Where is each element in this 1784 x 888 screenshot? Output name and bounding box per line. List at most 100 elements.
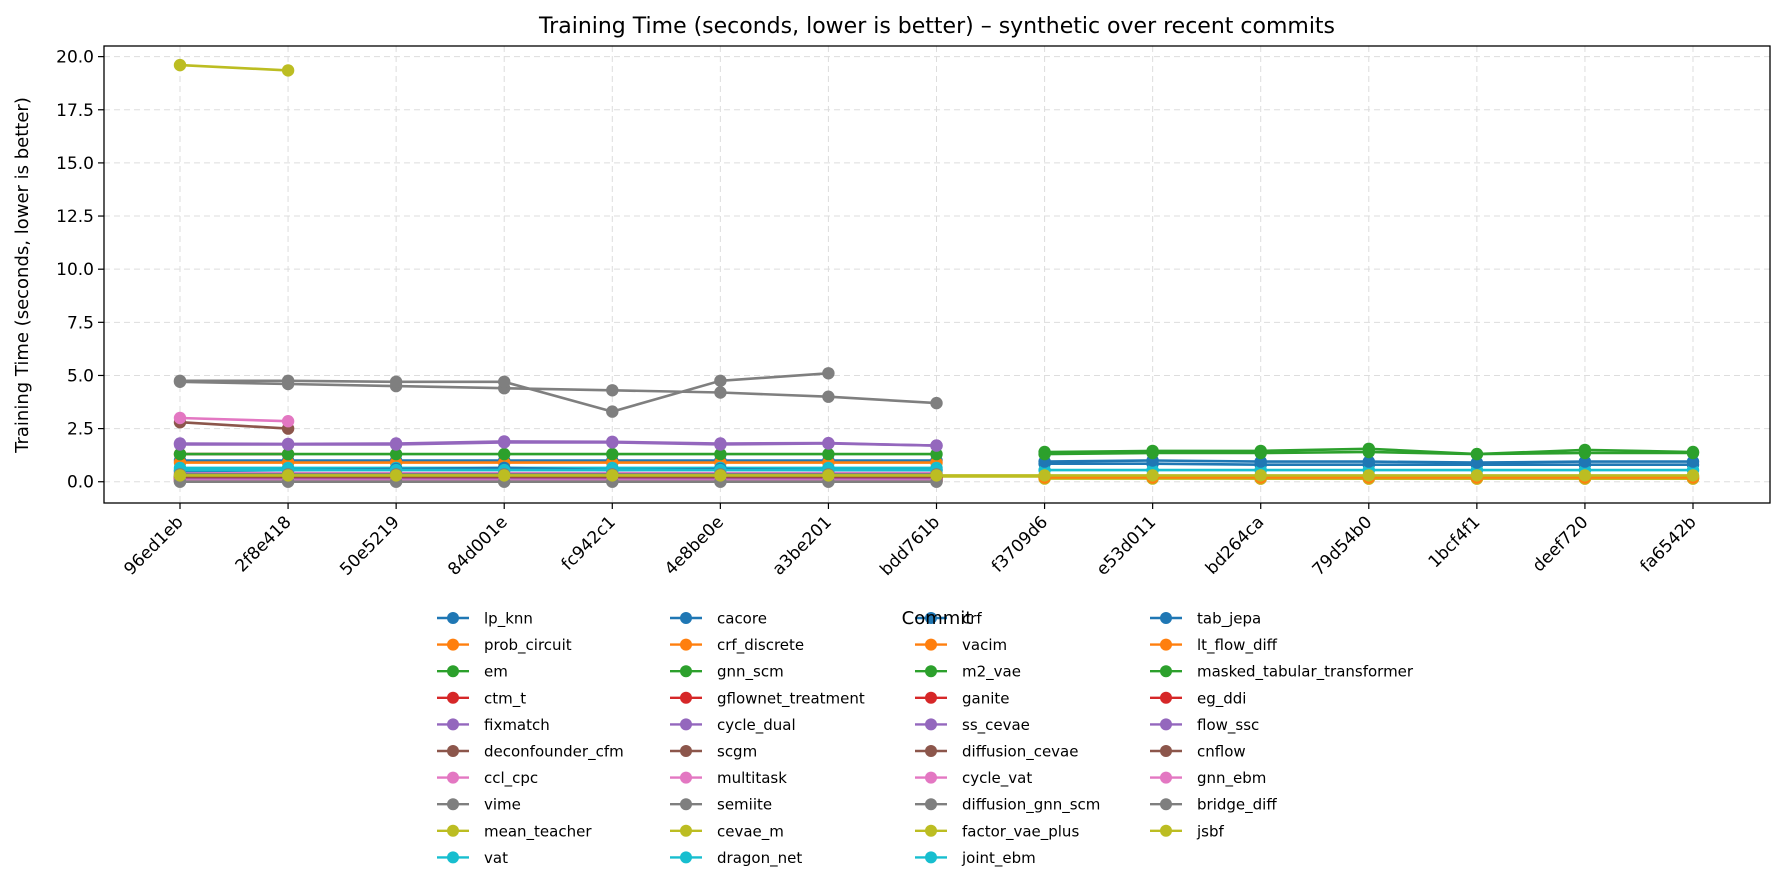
chart-title: Training Time (seconds, lower is better)… (538, 14, 1335, 39)
series-mean-teacher (173, 58, 295, 77)
data-point-semiite (498, 375, 511, 388)
data-point-jsbf (1362, 469, 1376, 482)
data-point-jsbf (822, 469, 835, 482)
legend-swatch-marker (447, 718, 459, 731)
legend-label: crf_discrete (717, 636, 804, 655)
data-point-jsbf (606, 469, 619, 482)
data-point-gnn-scm (389, 447, 403, 461)
legend-swatch-marker (680, 851, 692, 864)
data-point-jsbf (1578, 469, 1592, 482)
legend-swatch-marker (925, 771, 937, 784)
data-point-semiite (389, 375, 403, 388)
legend-label: multitask (717, 769, 787, 787)
legend-swatch-marker (1160, 824, 1172, 837)
legend-swatch-marker (1160, 638, 1172, 651)
legend-entry-cycle-vat: cycle_vat (915, 769, 1032, 788)
legend-label: masked_tabular_transformer (1197, 663, 1414, 682)
legend-swatch-marker (447, 798, 459, 811)
legend-swatch-marker (680, 824, 692, 837)
legend-entry-deconfounder-cfm: deconfounder_cfm (437, 743, 624, 762)
legend-label: ctm_t (484, 689, 526, 708)
data-point-gnn-scm (173, 447, 187, 461)
y-tick-label: 5.0 (67, 366, 94, 386)
legend-swatch-marker (1160, 798, 1172, 811)
data-point-tab-jepa (1686, 455, 1700, 468)
legend-label: eg_ddi (1197, 689, 1246, 708)
legend-entry-m2-vae: m2_vae (915, 663, 1021, 682)
legend-entry-cycle-dual: cycle_dual (670, 716, 796, 735)
series-line-deconfounder-cfm (179, 420, 289, 430)
data-point-gnn-scm (281, 447, 295, 461)
legend-entry-factor-vae-plus: factor_vae_plus (915, 822, 1079, 841)
legend-entry-cacore: cacore (670, 610, 767, 628)
y-axis-label: Training Time (seconds, lower is better) (12, 97, 33, 454)
legend-swatch-marker (925, 798, 937, 811)
legend-label: cevae_m (717, 822, 784, 841)
legend-label: deconfounder_cfm (484, 743, 624, 762)
legend-label: em (484, 663, 508, 681)
data-point-masked-tabular-transformer (1038, 447, 1051, 461)
series-line-cycle-dual (180, 441, 937, 447)
series-multitask (173, 411, 295, 428)
legend-label: gflownet_treatment (717, 689, 865, 708)
data-point-masked-tabular-transformer (1146, 446, 1159, 460)
series-layer (173, 58, 1700, 488)
legend-swatch-marker (925, 824, 937, 837)
data-point-jsbf (1038, 469, 1051, 482)
legend-entry-ccl-cpc: ccl_cpc (437, 769, 538, 788)
data-point-multitask (281, 415, 295, 428)
legend-label: lt_flow_diff (1197, 636, 1278, 655)
legend-entry-tab-jepa: tab_jepa (1150, 610, 1261, 629)
legend-entry-em: em (437, 663, 508, 681)
series-semiite (173, 367, 835, 418)
legend-label: jsbf (1196, 822, 1225, 840)
legend-swatch-marker (447, 612, 459, 624)
x-axis-label: Commit (902, 608, 973, 629)
legend-swatch-marker (680, 718, 692, 731)
data-point-vime (714, 386, 727, 399)
legend-label: fixmatch (484, 716, 550, 734)
y-tick-label: 12.5 (56, 207, 94, 227)
legend-label: factor_vae_plus (962, 822, 1079, 841)
legend-label: vacim (962, 636, 1007, 654)
series-line-mean-teacher (179, 63, 289, 72)
data-point-gnn-scm (822, 447, 835, 461)
legend-label: cacore (717, 610, 767, 628)
data-point-jsbf (714, 469, 727, 482)
legend-swatch-marker (447, 745, 459, 757)
legend-swatch-marker (925, 851, 937, 864)
series-line-multitask (179, 416, 289, 423)
legend-label: mean_teacher (484, 822, 592, 841)
legend-entry-dragon-net: dragon_net (670, 849, 802, 868)
y-tick-label: 10.0 (56, 260, 94, 280)
legend-entry-diffusion-cevae: diffusion_cevae (915, 743, 1078, 762)
data-point-jsbf (498, 469, 511, 482)
legend-label: cnflow (1197, 743, 1246, 761)
legend-label: lp_knn (484, 610, 533, 629)
legend-label: joint_ebm (961, 849, 1036, 868)
legend-swatch-marker (447, 638, 459, 651)
data-point-jsbf (1686, 469, 1700, 482)
data-point-masked-tabular-transformer (1254, 446, 1267, 460)
data-point-gnn-scm (930, 447, 943, 461)
data-point-vime (930, 396, 943, 410)
legend-swatch-marker (447, 851, 459, 864)
legend-swatch-marker (447, 665, 459, 678)
data-point-semiite (606, 405, 619, 418)
legend-entry-multitask: multitask (670, 769, 787, 787)
legend-label: ccl_cpc (484, 769, 538, 788)
legend-entry-lt-flow-diff: lt_flow_diff (1150, 636, 1278, 655)
data-point-gnn-scm (714, 447, 727, 461)
legend-entry-vime: vime (437, 796, 521, 814)
y-tick-label: 2.5 (67, 420, 94, 440)
y-tick-label: 0.0 (67, 473, 94, 493)
legend-swatch-marker (680, 665, 692, 678)
data-point-semiite (714, 374, 727, 387)
legend-entry-vat: vat (437, 849, 508, 867)
legend-entry-crf-discrete: crf_discrete (670, 636, 804, 655)
y-tick-label: 15.0 (56, 154, 94, 174)
legend-label: prob_circuit (484, 636, 572, 655)
legend-label: dragon_net (717, 849, 802, 868)
legend-label: m2_vae (962, 663, 1021, 682)
legend-entry-cevae-m: cevae_m (670, 822, 784, 841)
